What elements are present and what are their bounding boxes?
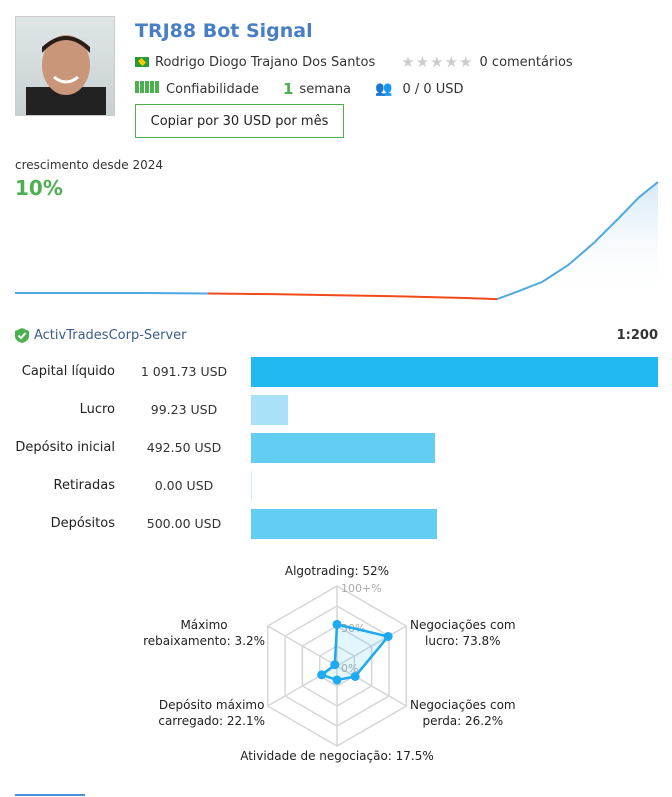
radar-point[interactable] — [350, 671, 360, 681]
bar[interactable] — [251, 357, 658, 387]
growth-area — [497, 182, 658, 300]
tab-underline[interactable] — [15, 794, 85, 796]
author-avatar[interactable] — [15, 16, 115, 116]
radar-point[interactable] — [383, 631, 393, 641]
radar-point[interactable] — [317, 670, 327, 680]
radar-axis-label: Negociações com lucro: 73.8% — [410, 618, 516, 648]
radar-series — [319, 622, 391, 682]
radar-axis-label: Algotrading: 52% — [284, 564, 390, 578]
subscribers-icon: 👥 — [375, 81, 393, 97]
signal-title[interactable]: TRJ88 Bot Signal — [135, 20, 313, 42]
bar[interactable] — [251, 509, 438, 539]
radar-tick-label: 100+% — [341, 582, 382, 595]
comments-link[interactable]: 0 comentários — [479, 54, 573, 70]
bar-value: 500.00 USD — [146, 516, 222, 531]
radar-axis-label: Máximo rebaixamento: 3.2% — [143, 618, 265, 648]
bar-value: 99.23 USD — [150, 402, 218, 417]
growth-chart[interactable] — [15, 170, 660, 310]
radar-axis-label: Depósito máximo carregado: 22.1% — [158, 698, 265, 728]
bar[interactable] — [251, 433, 435, 463]
bar-label: Depósitos — [50, 516, 115, 531]
growth-line-negative — [207, 292, 498, 301]
verified-shield-icon — [15, 328, 29, 343]
bar-value: 0.00 USD — [154, 478, 214, 493]
subscribers-value: 0 / 0 USD — [402, 81, 464, 97]
rating-stars: ★★★★★ — [401, 53, 474, 71]
bar-value: 492.50 USD — [146, 440, 222, 455]
brazil-flag-icon — [135, 57, 149, 67]
radar-axis — [267, 625, 338, 667]
radar-point[interactable] — [332, 619, 342, 629]
server-name[interactable]: ActivTradesCorp-Server — [34, 328, 187, 343]
radar-point[interactable] — [332, 675, 342, 685]
growth-value: 10% — [15, 176, 63, 200]
leverage: 1:200 — [616, 328, 658, 343]
growth-label: crescimento desde 2024 — [15, 158, 163, 172]
growth-line-positive — [496, 181, 659, 301]
copy-subscribe-button[interactable]: Copiar por 30 USD por mês — [135, 104, 344, 138]
bar[interactable] — [251, 471, 252, 501]
weeks-unit: semana — [299, 81, 352, 97]
reliability-label: Confiabilidade — [166, 81, 259, 97]
bar-label: Capital líquido — [21, 364, 115, 379]
bar-value: 1 091.73 USD — [140, 364, 228, 379]
author-name[interactable]: Rodrigo Diogo Trajano Dos Santos — [155, 54, 376, 70]
reliability-icon — [135, 81, 160, 97]
radar-axis-label: Atividade de negociação: 17.5% — [240, 749, 434, 763]
radar-axis — [336, 665, 407, 707]
bar-label: Retiradas — [53, 478, 115, 493]
radar-chart: 100+%50%0% — [266, 582, 408, 747]
radar-axis — [336, 625, 407, 667]
radar-point[interactable] — [330, 660, 340, 670]
growth-line-positive — [15, 292, 208, 295]
bar[interactable] — [251, 395, 288, 425]
radar-tick-label: 0% — [341, 662, 358, 675]
bar-label: Depósito inicial — [15, 440, 115, 455]
bar-label: Lucro — [79, 402, 115, 417]
weeks-count: 1 — [282, 80, 294, 98]
radar-axis-label: Negociações com perda: 26.2% — [410, 698, 516, 728]
